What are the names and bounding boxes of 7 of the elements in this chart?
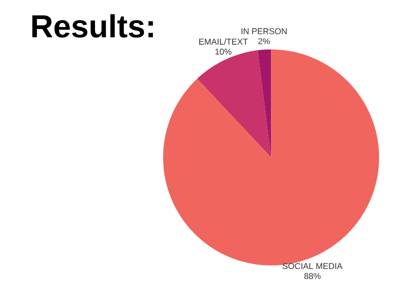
slice-label: SOCIAL MEDIA (282, 263, 343, 270)
data-label: 2% (258, 38, 270, 44)
data-label: 88% (304, 273, 321, 280)
chart-title: Results: (32, 14, 153, 38)
data-label: 10% (215, 48, 232, 55)
slice-label: IN PERSON (242, 28, 287, 34)
slice-label: EMAIL/TEXT (199, 38, 248, 45)
